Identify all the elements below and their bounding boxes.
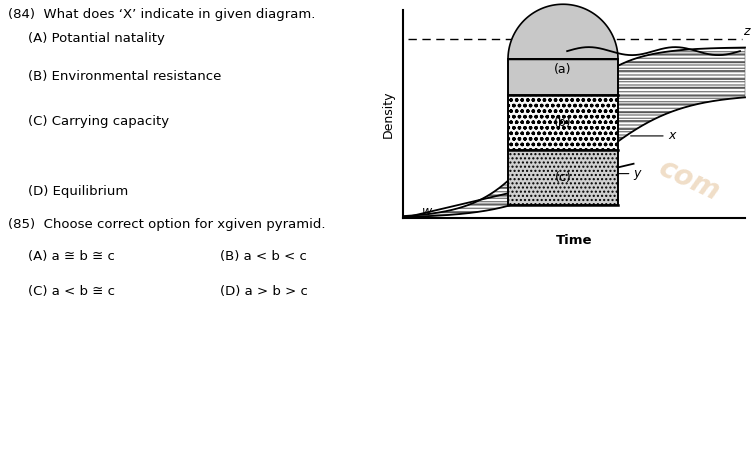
Polygon shape — [403, 47, 745, 217]
Text: (84)  What does ‘X’ indicate in given diagram.: (84) What does ‘X’ indicate in given dia… — [8, 8, 316, 21]
Text: (D) a > b > c: (D) a > b > c — [220, 285, 308, 298]
Polygon shape — [508, 150, 618, 205]
Text: (A) Potantial natality: (A) Potantial natality — [28, 32, 165, 45]
Text: (A) a ≅ b ≅ c: (A) a ≅ b ≅ c — [28, 250, 115, 263]
Text: (a): (a) — [554, 63, 572, 76]
Text: (b): (b) — [554, 116, 572, 129]
Text: com: com — [655, 154, 725, 206]
Text: (c): (c) — [555, 171, 572, 184]
Text: (C) Carrying capacity: (C) Carrying capacity — [28, 115, 169, 128]
Text: (C) a < b ≅ c: (C) a < b ≅ c — [28, 285, 115, 298]
Polygon shape — [508, 59, 618, 95]
Polygon shape — [508, 95, 618, 150]
Text: Density: Density — [382, 90, 395, 138]
Text: w: w — [422, 205, 432, 218]
Text: (D) Equilibrium: (D) Equilibrium — [28, 185, 128, 198]
Polygon shape — [508, 4, 618, 59]
Text: (B) Environmental resistance: (B) Environmental resistance — [28, 70, 221, 83]
Text: (B) a < b < c: (B) a < b < c — [220, 250, 307, 263]
Text: z: z — [743, 24, 749, 38]
Text: y: y — [633, 167, 641, 180]
Text: x: x — [668, 129, 675, 142]
Text: (85)  Choose correct option for xgiven pyramid.: (85) Choose correct option for xgiven py… — [8, 218, 325, 231]
Text: Time: Time — [556, 234, 593, 247]
